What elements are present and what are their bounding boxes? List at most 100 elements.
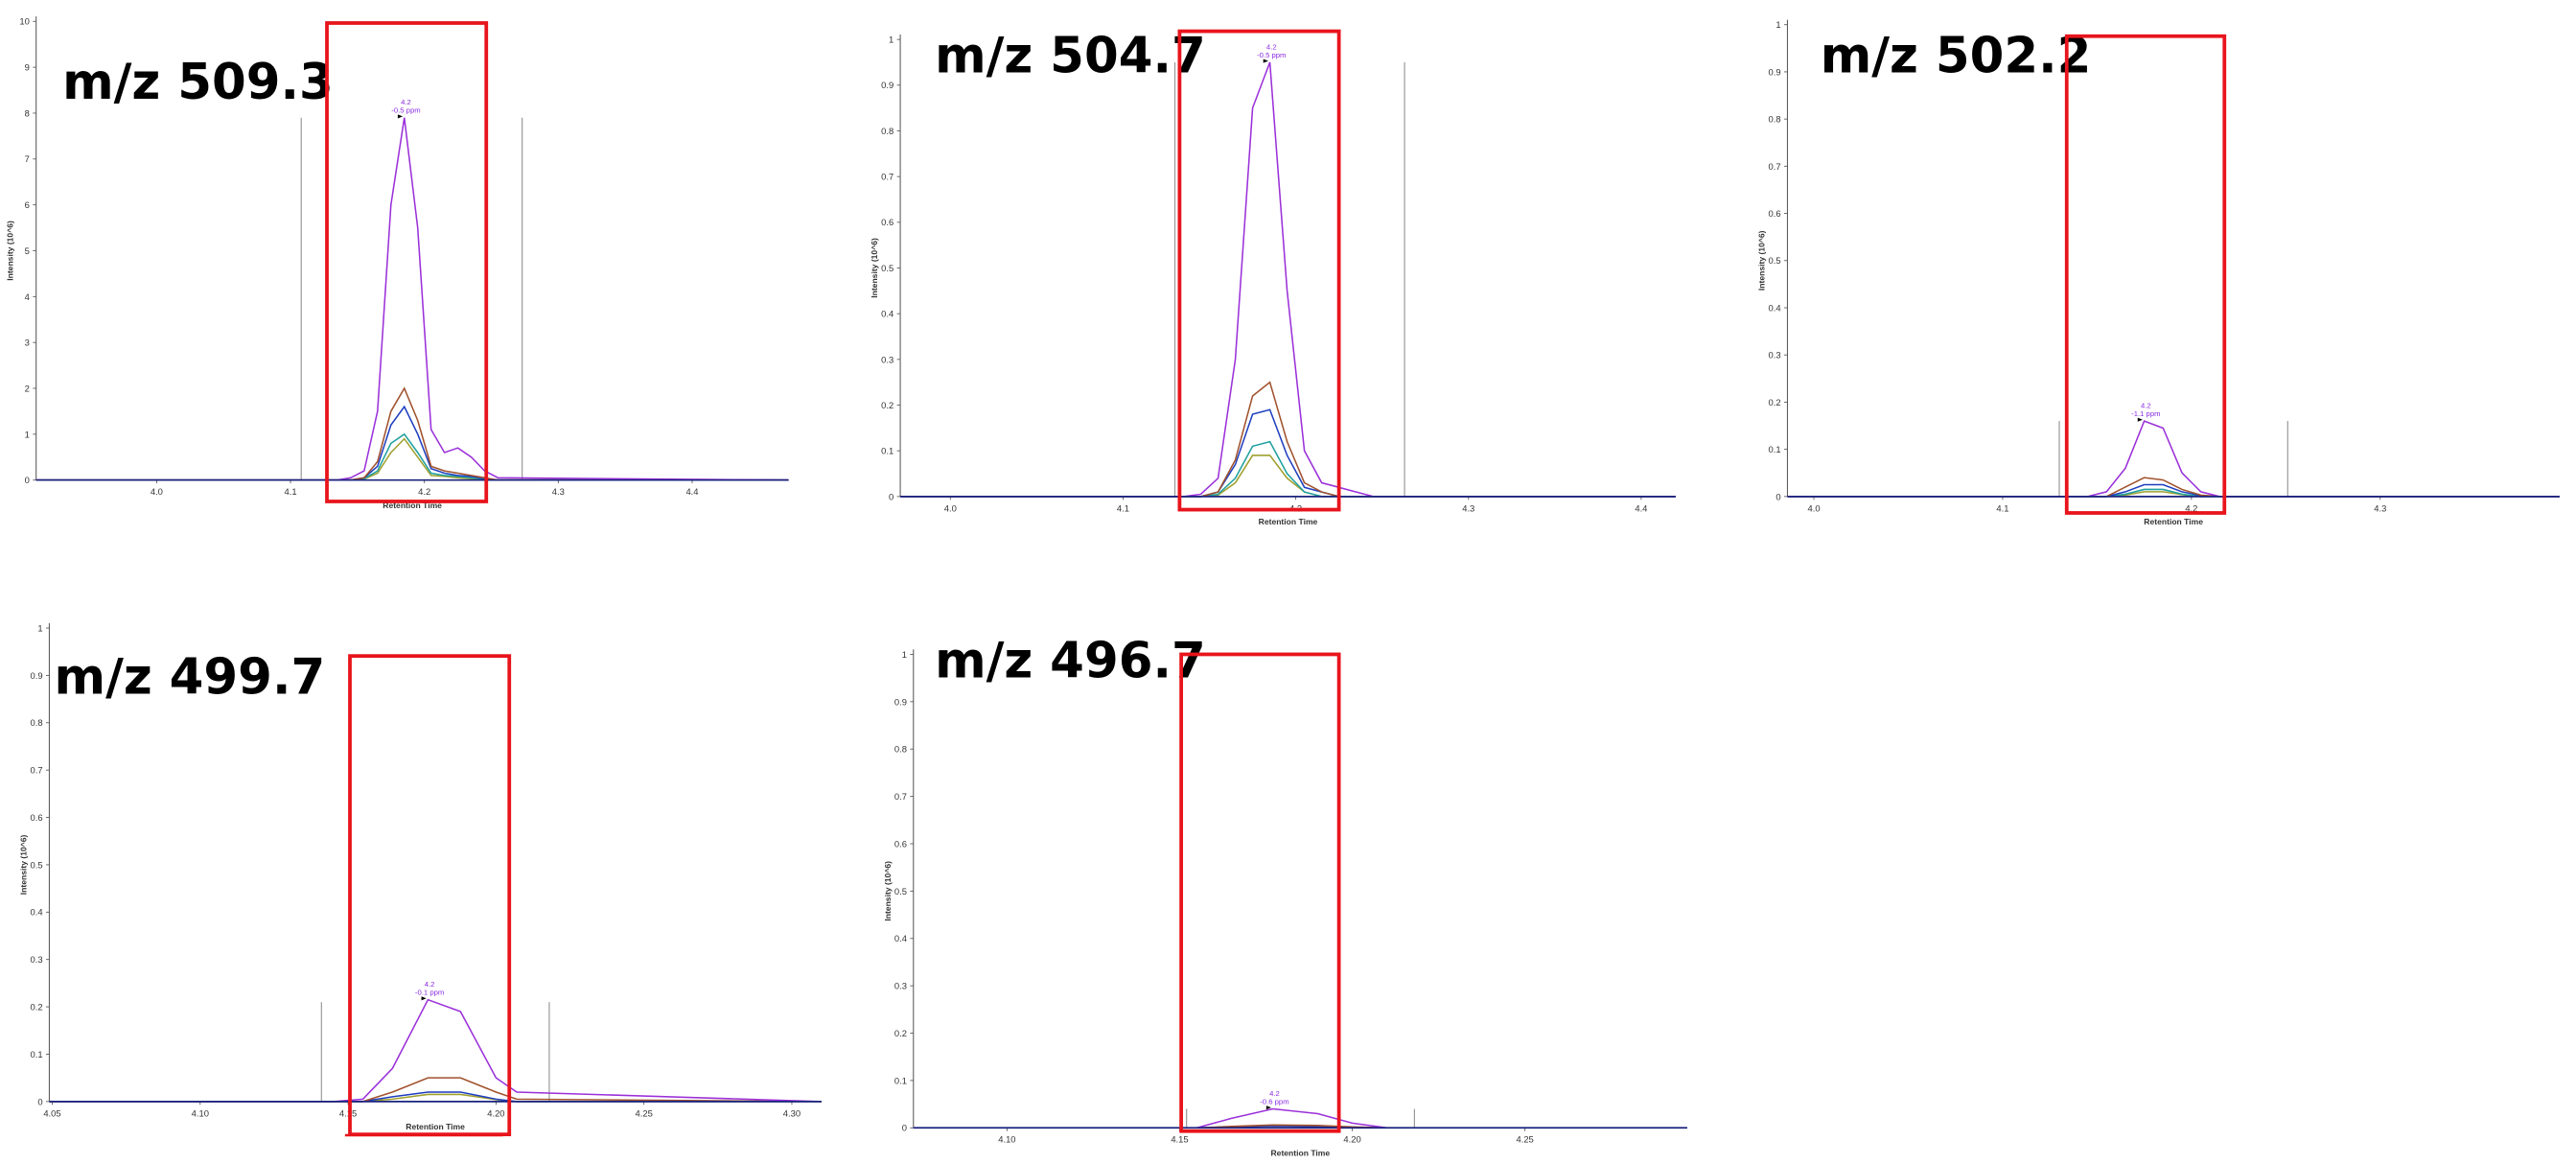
x-axis-label: Retention Time xyxy=(383,501,442,510)
x-tick-label: 4.1 xyxy=(1117,502,1129,513)
apex-label: 4.2 xyxy=(2141,401,2151,409)
x-tick-label: 4.0 xyxy=(151,486,163,497)
x-tick-label: 4.20 xyxy=(1343,1134,1360,1145)
y-tick-label: 0.9 xyxy=(881,80,893,90)
y-tick-label: 10 xyxy=(19,16,29,27)
x-tick-label: 4.25 xyxy=(636,1107,653,1118)
apex-label: 4.2 xyxy=(1269,1089,1280,1098)
y-tick-label: 0.5 xyxy=(894,886,907,896)
y-tick-label: 0.8 xyxy=(1769,114,1781,125)
y-tick-label: 0.4 xyxy=(30,907,42,918)
y-tick-label: 4 xyxy=(25,291,30,302)
panel-title: m/z 509.3 xyxy=(62,54,334,111)
x-tick-label: 4.15 xyxy=(339,1107,357,1118)
apex-marker xyxy=(1263,58,1268,63)
trace xyxy=(35,405,789,481)
y-tick-label: 0.5 xyxy=(881,263,893,273)
y-tick-label: 0.3 xyxy=(1769,350,1781,361)
y-tick-label: 0.8 xyxy=(881,126,893,136)
y-tick-label: 6 xyxy=(25,199,30,210)
x-tick-label: 4.3 xyxy=(1462,502,1474,513)
y-tick-label: 0.8 xyxy=(30,717,42,728)
apex-marker xyxy=(397,114,404,119)
x-tick-label: 4.1 xyxy=(285,486,297,497)
panel-title: m/z 504.7 xyxy=(935,27,1206,84)
y-tick-label: 1 xyxy=(1775,19,1780,30)
apex-note: -0.6 ppm xyxy=(1260,1097,1288,1106)
y-tick-label: 0.1 xyxy=(881,446,893,456)
y-tick-label: 1 xyxy=(37,622,42,633)
y-axis-label: Intensity (10^6) xyxy=(870,238,879,298)
y-tick-label: 0.6 xyxy=(1769,208,1781,219)
y-tick-label: 0 xyxy=(889,491,893,501)
y-tick-label: 0.4 xyxy=(894,933,907,943)
trace xyxy=(900,454,1676,498)
y-tick-label: 0.1 xyxy=(30,1049,42,1059)
y-tick-label: 0.4 xyxy=(1769,302,1781,313)
y-tick-label: 3 xyxy=(25,338,30,348)
x-axis-label: Retention Time xyxy=(1259,517,1318,526)
trace xyxy=(1787,483,2560,498)
trace xyxy=(35,432,789,481)
y-tick-label: 0.5 xyxy=(1769,255,1781,266)
trace xyxy=(35,386,789,481)
x-tick-label: 4.4 xyxy=(1635,502,1647,513)
trace xyxy=(35,117,789,481)
y-tick-label: 0.7 xyxy=(1769,161,1781,172)
x-tick-label: 4.1 xyxy=(1996,502,2008,513)
x-tick-label: 4.10 xyxy=(192,1107,209,1118)
x-tick-label: 4.0 xyxy=(944,502,957,513)
y-tick-label: 0 xyxy=(902,1123,907,1133)
y-tick-label: 0.2 xyxy=(881,400,893,410)
y-tick-label: 0.4 xyxy=(881,309,893,319)
y-tick-label: 8 xyxy=(25,107,30,118)
y-tick-label: 0.7 xyxy=(881,172,893,182)
y-tick-label: 0.7 xyxy=(894,791,907,802)
apex-note: -1.1 ppm xyxy=(2131,409,2160,418)
highlight-box xyxy=(325,21,489,503)
y-axis-label: Intensity (10^6) xyxy=(6,221,15,281)
y-tick-label: 9 xyxy=(25,62,30,73)
x-tick-label: 4.20 xyxy=(487,1107,504,1118)
x-axis-label: Retention Time xyxy=(2144,517,2203,526)
x-tick-label: 4.3 xyxy=(552,486,565,497)
trace xyxy=(900,61,1676,498)
y-tick-label: 0.3 xyxy=(881,354,893,364)
y-tick-label: 2 xyxy=(25,383,30,393)
apex-note: -0.5 ppm xyxy=(1257,51,1286,59)
y-tick-label: 7 xyxy=(25,153,30,164)
trace xyxy=(900,440,1676,498)
y-tick-label: 0.6 xyxy=(881,217,893,227)
y-tick-label: 0.9 xyxy=(894,696,907,707)
y-tick-label: 0.9 xyxy=(1769,66,1781,77)
highlight-box xyxy=(2064,34,2227,515)
y-tick-label: 0.9 xyxy=(30,670,42,681)
x-tick-label: 4.4 xyxy=(685,486,698,497)
y-tick-label: 0 xyxy=(1775,491,1780,501)
y-axis-label: Intensity (10^6) xyxy=(883,861,893,921)
apex-label: 4.2 xyxy=(401,98,411,106)
y-tick-label: 0.3 xyxy=(894,981,907,991)
apex-label: 4.2 xyxy=(1266,42,1277,51)
apex-marker xyxy=(2137,417,2143,422)
x-tick-label: 4.10 xyxy=(998,1134,1015,1145)
highlight-box xyxy=(1177,29,1341,512)
x-tick-label: 4.25 xyxy=(1516,1134,1533,1145)
x-tick-label: 4.2 xyxy=(2185,502,2197,513)
y-tick-label: 0.7 xyxy=(30,765,42,776)
y-tick-label: 0.1 xyxy=(1769,444,1781,454)
trace xyxy=(49,998,822,1103)
y-tick-label: 0.2 xyxy=(30,1002,42,1013)
y-tick-label: 5 xyxy=(25,245,30,256)
y-tick-label: 0.2 xyxy=(894,1028,907,1038)
y-tick-label: 0.5 xyxy=(30,859,42,870)
highlight-box xyxy=(1179,652,1341,1133)
highlight-box xyxy=(348,654,512,1137)
y-tick-label: 0.2 xyxy=(1769,397,1781,407)
y-tick-label: 0.6 xyxy=(894,838,907,849)
y-tick-label: 0 xyxy=(25,475,30,485)
apex-marker xyxy=(421,996,427,1001)
x-axis-label: Retention Time xyxy=(1271,1148,1331,1157)
trace xyxy=(900,408,1676,498)
